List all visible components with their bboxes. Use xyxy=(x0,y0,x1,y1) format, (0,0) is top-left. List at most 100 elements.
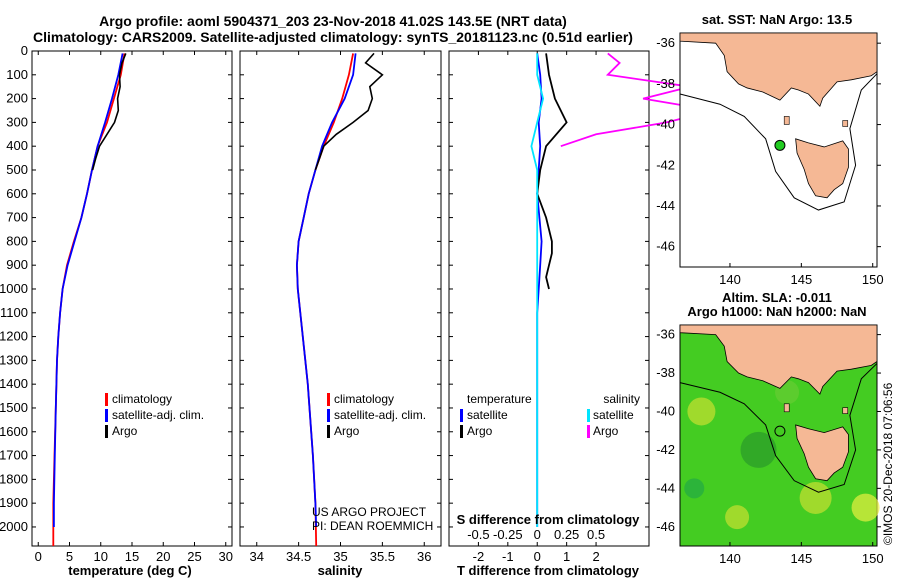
lon-tick-label: 145 xyxy=(790,272,812,287)
salinity-panel: 34 34.5 35 35.5 36 xyxy=(239,50,442,564)
legend-climatology: climatology xyxy=(112,392,172,406)
lat-tick-label: -42 xyxy=(656,157,675,172)
lat-tick-label: -46 xyxy=(656,519,675,534)
legend-swatch-argo xyxy=(327,425,330,438)
tasmania xyxy=(795,138,849,199)
lat-tick-label: -40 xyxy=(656,403,675,418)
depth-axis: 0 100 200 300 400 500 600 700 800 900 1000 1100 1200… xyxy=(0,43,28,534)
salinity-legend: climatology satellite-adj. clim. Argo xyxy=(327,392,426,438)
legend-swatch-sat-s xyxy=(587,409,590,422)
depth-tick-label: 1000 xyxy=(0,281,28,296)
legend-swatch-climatology xyxy=(327,393,330,406)
x-tick-label: 34.5 xyxy=(286,549,311,564)
x-tick-label: -2 xyxy=(473,549,485,564)
depth-tick-label: 800 xyxy=(6,233,28,248)
sst-map: -36 -38 -40 -42 -44 -46 140 145 150 xyxy=(656,32,884,287)
project-label: US ARGO PROJECT xyxy=(312,505,427,519)
legend-swatch-satellite xyxy=(105,409,108,422)
lat-tick-label: -40 xyxy=(656,117,675,132)
depth-tick-label: 2000 xyxy=(0,519,28,534)
map-bottom-title1: Altim. SLA: -0.011 xyxy=(722,290,832,305)
legend-argo-s: Argo xyxy=(593,424,619,438)
plot-frame xyxy=(239,50,442,547)
legend-swatch-climatology xyxy=(105,393,108,406)
x-tick-label: 30 xyxy=(219,549,233,564)
lat-tick-label: -44 xyxy=(656,480,675,495)
s-tick-label: 0.5 xyxy=(587,527,605,542)
legend-satellite-adj: satellite-adj. clim. xyxy=(112,408,204,422)
salinity-xlabel: salinity xyxy=(318,563,364,578)
series-line-argo-s xyxy=(560,52,714,148)
depth-tick-label: 400 xyxy=(6,138,28,153)
depth-tick-label: 700 xyxy=(6,210,28,225)
x-tick-label: 25 xyxy=(187,549,201,564)
king-island xyxy=(783,116,790,125)
lon-tick-label: 150 xyxy=(862,272,884,287)
legend-temperature-header: temperature xyxy=(467,392,532,406)
map-top-title: sat. SST: NaN Argo: 13.5 xyxy=(702,12,853,27)
lat-tick-label: -46 xyxy=(656,239,675,254)
s-tick-label: 0 xyxy=(534,527,541,542)
float-marker xyxy=(774,139,786,151)
series-line-argo xyxy=(91,53,127,171)
x-tick-label: 0 xyxy=(534,549,541,564)
flinders-island xyxy=(842,120,849,127)
x-tick-label: 1 xyxy=(563,549,570,564)
pi-label: PI: DEAN ROEMMICH xyxy=(312,519,433,533)
mainland-australia xyxy=(679,32,878,108)
figure-title-line1: Argo profile: aoml 5904371_203 23-Nov-20… xyxy=(99,13,567,29)
figure-title-line2: Climatology: CARS2009. Satellite-adjuste… xyxy=(33,29,633,45)
legend-climatology: climatology xyxy=(334,392,394,406)
s-tick-label: -0.5 xyxy=(467,527,489,542)
difference-legend: temperature satellite Argo salinity sate… xyxy=(460,392,640,438)
difference-xlabel: T difference from climatology xyxy=(457,563,640,578)
x-tick-label: 2 xyxy=(592,549,599,564)
x-tick-label: 34 xyxy=(250,549,264,564)
lat-tick-label: -38 xyxy=(656,365,675,380)
x-tick-label: 0 xyxy=(35,549,42,564)
king-island xyxy=(783,403,790,413)
depth-tick-label: 1500 xyxy=(0,400,28,415)
watermark: ©IMOS 20-Dec-2018 07:06:56 xyxy=(881,382,895,545)
lat-tick-label: -38 xyxy=(656,76,675,91)
legend-swatch-argo xyxy=(105,425,108,438)
lon-tick-label: 150 xyxy=(862,551,884,566)
depth-tick-label: 1900 xyxy=(0,495,28,510)
legend-swatch-argo-t xyxy=(460,425,463,438)
sla-patch xyxy=(799,481,832,514)
x-tick-label: 20 xyxy=(156,549,170,564)
depth-tick-label: 1400 xyxy=(0,376,28,391)
legend-satellite-adj: satellite-adj. clim. xyxy=(334,408,426,422)
shelf-contour xyxy=(679,73,878,211)
depth-tick-label: 0 xyxy=(21,43,28,58)
s-tick-label: 0.25 xyxy=(554,527,579,542)
depth-tick-label: 200 xyxy=(6,91,28,106)
legend-salinity-header: salinity xyxy=(603,392,640,406)
plot-frame xyxy=(31,50,233,547)
x-tick-label: -1 xyxy=(502,549,514,564)
depth-tick-label: 1800 xyxy=(0,471,28,486)
lon-tick-label: 140 xyxy=(719,272,741,287)
map-bottom-title2: Argo h1000: NaN h2000: NaN xyxy=(687,304,866,319)
depth-tick-label: 100 xyxy=(6,67,28,82)
temperature-xlabel: temperature (deg C) xyxy=(68,563,192,578)
depth-tick-label: 300 xyxy=(6,114,28,129)
temperature-panel: 0 5 10 15 20 25 30 xyxy=(31,50,233,564)
sla-map: -36 -38 -40 -42 -44 -46 140 145 150 xyxy=(656,324,884,566)
legend-argo-t: Argo xyxy=(467,424,493,438)
series-line-satellite-s xyxy=(530,53,545,527)
x-tick-label: 35 xyxy=(333,549,347,564)
temperature-legend: climatology satellite-adj. clim. Argo xyxy=(105,392,204,438)
lat-tick-label: -36 xyxy=(656,327,675,342)
depth-tick-label: 1100 xyxy=(0,305,28,320)
flinders-island xyxy=(842,407,849,414)
depth-tick-label: 1300 xyxy=(0,352,28,367)
s-tick-label: -0.25 xyxy=(493,527,523,542)
x-tick-label: 36 xyxy=(417,549,431,564)
x-tick-label: 5 xyxy=(66,549,73,564)
depth-tick-label: 500 xyxy=(6,162,28,177)
sla-patch xyxy=(851,493,880,522)
depth-tick-label: 600 xyxy=(6,186,28,201)
depth-tick-label: 1700 xyxy=(0,448,28,463)
